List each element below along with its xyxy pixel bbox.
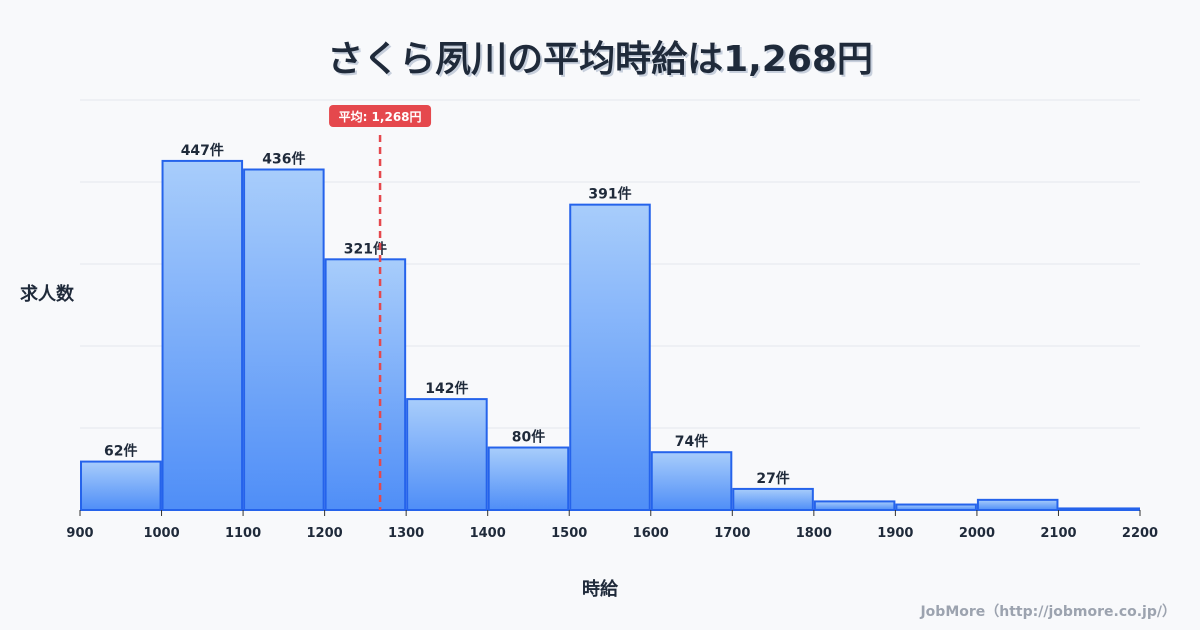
x-tick-label: 2200: [1122, 526, 1158, 541]
bar-value-label: 27件: [756, 470, 789, 487]
histogram-bar: [813, 500, 896, 511]
x-tick-label: 1600: [633, 526, 669, 541]
y-axis-label: 求人数: [20, 284, 74, 305]
bar-value-label: 142件: [425, 380, 468, 397]
bar-value-label: 62件: [104, 443, 137, 460]
histogram-bar: [161, 159, 244, 512]
x-tick-label: 1000: [143, 526, 179, 541]
mean-label: 平均: 1,268円: [339, 109, 422, 124]
bar-value-label: 80件: [512, 429, 545, 446]
histogram-bar: [650, 451, 733, 512]
x-tick-label: 1400: [470, 526, 506, 541]
bar-value-label: 74件: [675, 433, 708, 450]
x-tick-label: 1800: [796, 526, 832, 541]
bar-value-label: 391件: [588, 186, 631, 203]
bar-value-label: 436件: [262, 151, 305, 168]
histogram-bar: [243, 168, 325, 511]
x-tick-label: 900: [66, 526, 93, 541]
histogram-bar: [406, 398, 488, 512]
x-axis-label: 時給: [582, 579, 618, 600]
mean-badge: [329, 105, 432, 127]
x-tick-label: 1900: [877, 526, 913, 541]
x-tick-label: 2000: [959, 526, 995, 541]
histogram-bar: [324, 258, 407, 512]
x-tick-label: 1200: [307, 526, 343, 541]
credit-text: JobMore（http://jobmore.co.jp/）: [920, 604, 1176, 620]
x-tick-label: 1300: [388, 526, 424, 541]
histogram-bar: [732, 487, 814, 511]
x-tick-label: 1100: [225, 526, 261, 541]
histogram-bar: [80, 460, 162, 512]
x-tick-label: 1700: [714, 526, 750, 541]
histogram-bar: [487, 446, 570, 511]
x-tick-label: 1500: [551, 526, 587, 541]
bar-value-label: 321件: [344, 240, 387, 257]
histogram-bar: [569, 203, 651, 511]
x-tick-label: 2100: [1040, 526, 1076, 541]
histogram-bar: [976, 498, 1059, 512]
bar-value-label: 447件: [181, 142, 224, 159]
chart-title: さくら夙川の平均時給は1,268円: [327, 39, 873, 80]
